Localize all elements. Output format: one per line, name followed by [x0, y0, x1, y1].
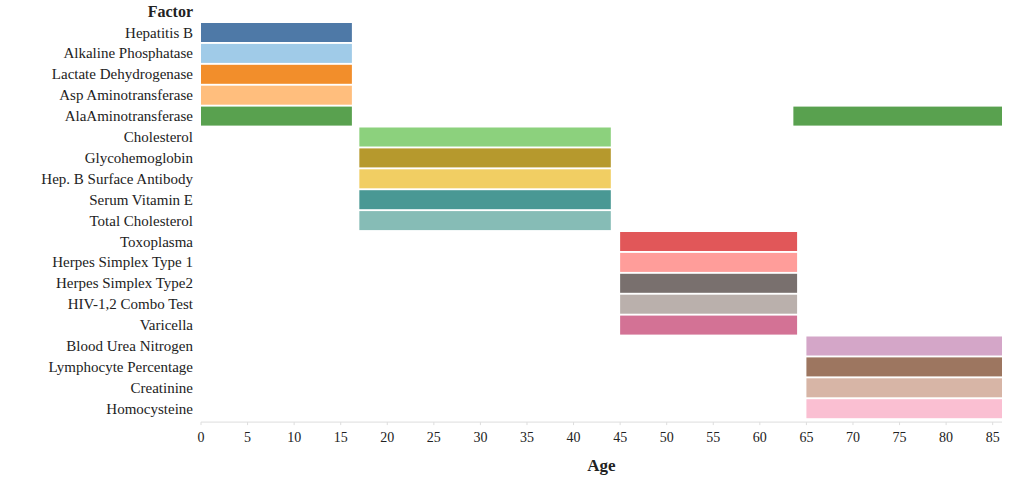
bar	[201, 23, 352, 42]
x-tick-label: 85	[986, 430, 1000, 445]
x-axis-line	[201, 422, 1002, 423]
x-tick	[201, 422, 202, 425]
x-tick	[480, 422, 481, 425]
category-label: Herpes Simplex Type2	[56, 275, 193, 291]
bar	[806, 357, 1002, 376]
category-label: Blood Urea Nitrogen	[66, 338, 193, 354]
category-label: Cholesterol	[124, 129, 193, 145]
category-label: AlaAminotransferase	[65, 108, 194, 124]
bar	[620, 295, 797, 314]
x-tick	[620, 422, 621, 425]
category-label: Toxoplasma	[120, 234, 193, 250]
x-tick	[713, 422, 714, 425]
x-tick-label: 5	[244, 430, 251, 445]
x-tick-label: 35	[520, 430, 534, 445]
bar	[359, 190, 610, 209]
bar	[359, 211, 610, 230]
bar	[806, 337, 1002, 356]
bar	[620, 274, 797, 293]
category-label: Alkaline Phosphatase	[63, 45, 193, 61]
x-tick-label: 60	[753, 430, 767, 445]
x-tick	[340, 422, 341, 425]
x-axis-title: Age	[587, 456, 616, 475]
category-label: Total Cholesterol	[89, 213, 193, 229]
x-tick-label: 75	[893, 430, 907, 445]
x-tick-label: 20	[380, 430, 394, 445]
x-tick	[433, 422, 434, 425]
x-tick	[247, 422, 248, 425]
x-tick-label: 40	[567, 430, 581, 445]
x-tick-label: 55	[706, 430, 720, 445]
bar	[201, 65, 352, 84]
category-label: Asp Aminotransferase	[59, 87, 193, 103]
bar	[620, 316, 797, 335]
x-tick	[992, 422, 993, 425]
chart: Factor Hepatitis B Alkaline Phosphatase Lac…	[0, 0, 1020, 486]
x-tick-label: 15	[334, 430, 348, 445]
category-label: Varicella	[140, 317, 194, 333]
category-label: Serum Vitamin E	[89, 192, 193, 208]
category-label: Creatinine	[131, 380, 194, 396]
category-label: Lymphocyte Percentage	[48, 359, 193, 375]
x-tick-label: 25	[427, 430, 441, 445]
x-tick	[759, 422, 760, 425]
bars	[201, 23, 1002, 418]
bar	[793, 107, 1002, 126]
category-label: Homocysteine	[106, 401, 193, 417]
x-tick-label: 65	[799, 430, 813, 445]
y-axis-title: Factor	[148, 3, 193, 20]
bar	[201, 44, 352, 63]
x-tick-label: 45	[613, 430, 627, 445]
x-tick	[806, 422, 807, 425]
x-tick-label: 80	[939, 430, 953, 445]
x-tick-label: 0	[198, 430, 205, 445]
x-tick	[852, 422, 853, 425]
bar	[806, 378, 1002, 397]
bar	[620, 253, 797, 272]
category-label: Lactate Dehydrogenase	[52, 66, 194, 82]
x-tick-label: 10	[287, 430, 301, 445]
bar	[359, 128, 610, 147]
bar	[806, 399, 1002, 418]
category-label: Herpes Simplex Type 1	[52, 254, 193, 270]
category-label: HIV-1,2 Combo Test	[68, 296, 194, 312]
x-tick	[666, 422, 667, 425]
x-tick	[946, 422, 947, 425]
category-label: Hepatitis B	[125, 25, 193, 41]
category-label: Hep. B Surface Antibody	[41, 171, 193, 187]
x-tick	[294, 422, 295, 425]
x-tick	[526, 422, 527, 425]
x-tick	[573, 422, 574, 425]
bar	[359, 148, 610, 167]
bar	[359, 169, 610, 188]
bar	[201, 107, 352, 126]
x-tick-label: 50	[660, 430, 674, 445]
bar	[620, 232, 797, 251]
category-label: Glycohemoglobin	[85, 150, 194, 166]
bar	[201, 86, 352, 105]
x-tick-label: 30	[473, 430, 487, 445]
x-tick-label: 70	[846, 430, 860, 445]
x-tick	[387, 422, 388, 425]
x-tick	[899, 422, 900, 425]
